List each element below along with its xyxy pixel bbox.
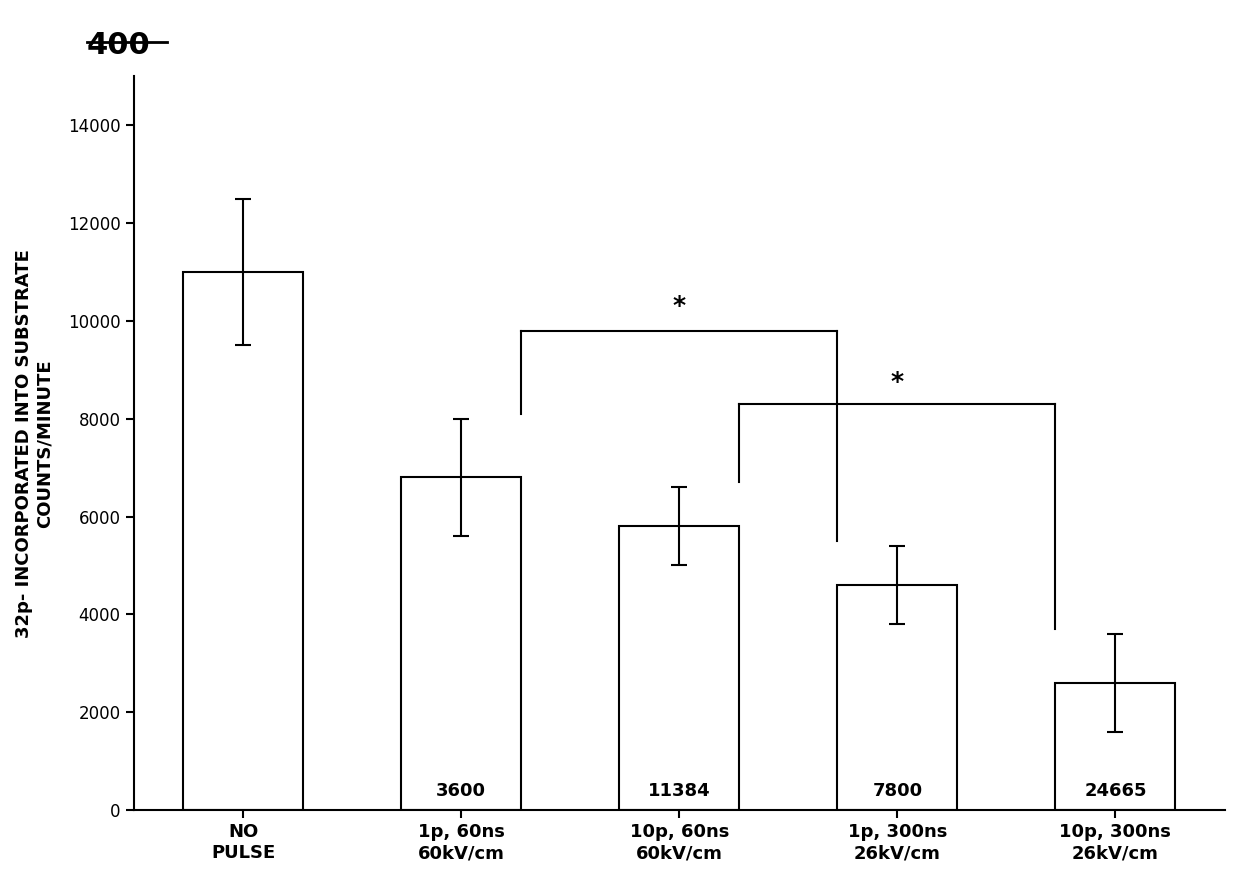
Bar xyxy=(402,477,521,810)
Bar xyxy=(184,272,303,810)
Bar xyxy=(1055,683,1176,810)
Text: 11384: 11384 xyxy=(649,782,711,800)
Text: 7800: 7800 xyxy=(872,782,923,800)
Bar xyxy=(837,585,957,810)
Text: 24665: 24665 xyxy=(1084,782,1147,800)
Text: *: * xyxy=(673,295,686,318)
Text: 3600: 3600 xyxy=(436,782,486,800)
Text: *: * xyxy=(890,370,904,395)
Bar xyxy=(619,526,739,810)
Y-axis label: 32p- INCORPORATED INTO SUBSTRATE
COUNTS/MINUTE: 32p- INCORPORATED INTO SUBSTRATE COUNTS/… xyxy=(15,249,53,638)
Text: 400: 400 xyxy=(87,31,150,60)
